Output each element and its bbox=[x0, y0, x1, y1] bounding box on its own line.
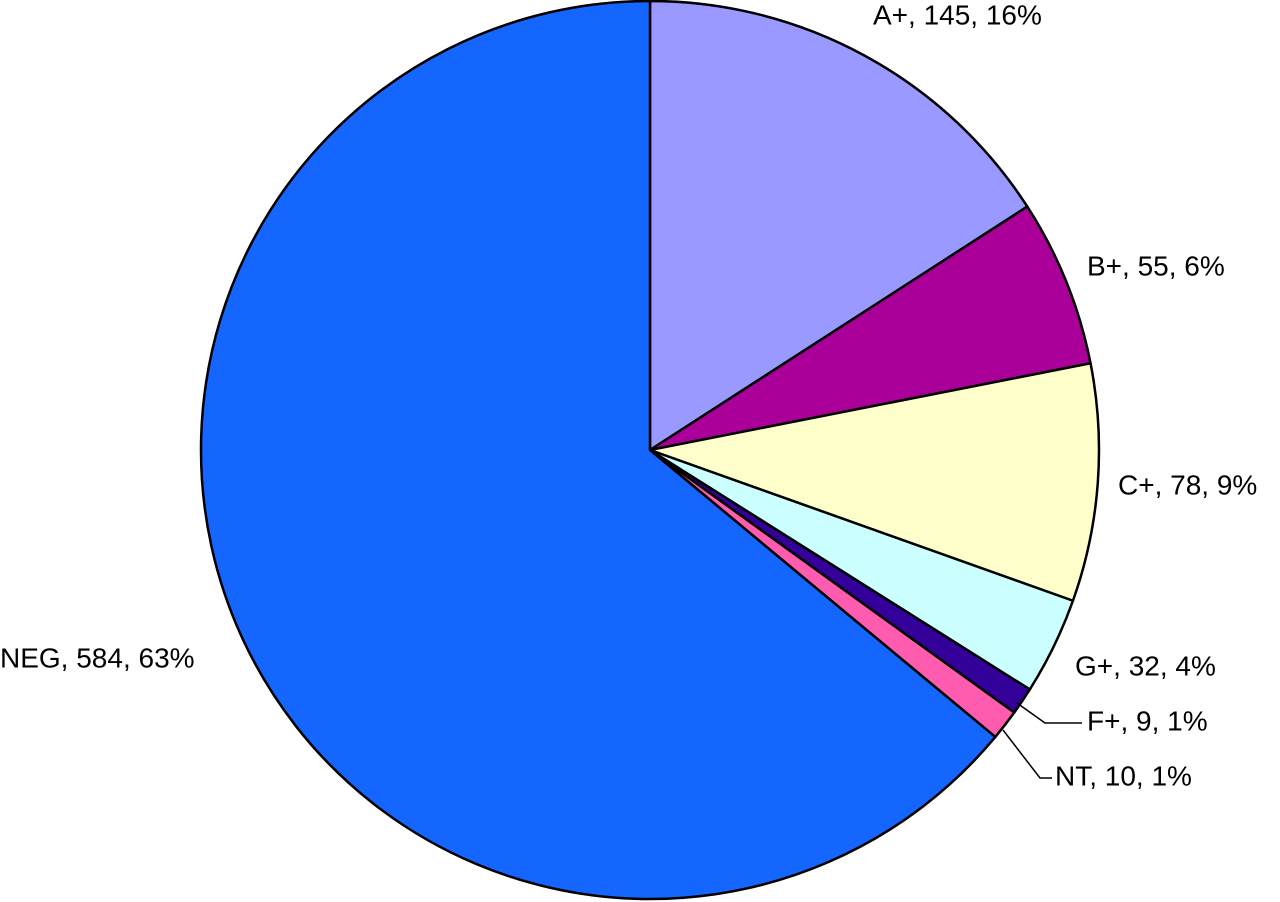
slice-label: NT, 10, 1% bbox=[1055, 760, 1192, 791]
slice-label: A+, 145, 16% bbox=[873, 0, 1042, 30]
leader-line bbox=[1016, 702, 1082, 724]
pie-slice bbox=[199, 0, 997, 901]
slice-label: F+, 9, 1% bbox=[1087, 705, 1208, 736]
slice-label: G+, 32, 4% bbox=[1075, 650, 1216, 681]
leader-line bbox=[1002, 729, 1052, 779]
slice-label: C+, 78, 9% bbox=[1118, 469, 1257, 500]
slice-label: NEG, 584, 63% bbox=[0, 642, 195, 673]
slice-label: B+, 55, 6% bbox=[1087, 250, 1225, 281]
pie-slice bbox=[648, 362, 1101, 602]
pie-slice bbox=[648, 0, 1029, 452]
pie-slice bbox=[648, 205, 1092, 452]
